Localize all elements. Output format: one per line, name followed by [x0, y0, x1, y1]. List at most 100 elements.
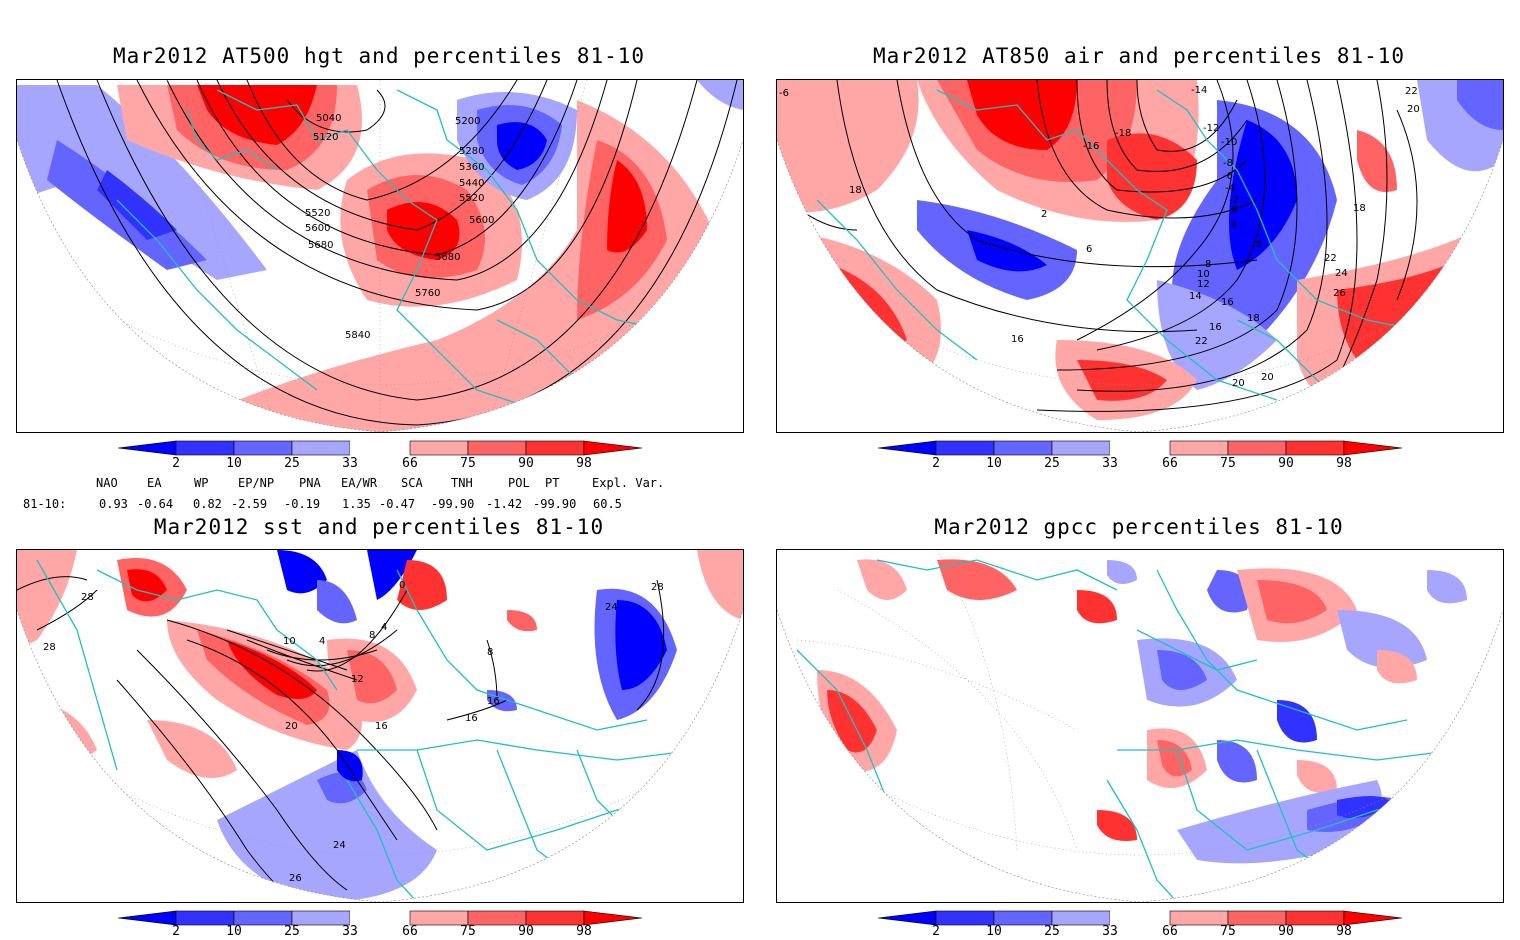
colorbar-swatch	[409, 910, 469, 926]
colorbar-swatch	[1343, 440, 1402, 456]
colorbar-swatch	[583, 440, 642, 456]
contour-label: 5680	[435, 252, 460, 263]
contour-label: 14	[1189, 291, 1202, 302]
colorbar-swatch	[175, 910, 235, 926]
contour-label: 5600	[305, 223, 330, 234]
contour-label: 28	[43, 642, 56, 653]
colorbar-tick: 25	[284, 924, 300, 939]
colorbar-swatch	[583, 910, 642, 926]
contour-label: 12	[1197, 279, 1210, 290]
contour-label: 12	[351, 674, 364, 685]
contour-label: 22	[1324, 253, 1337, 264]
contour-label: 4	[319, 636, 325, 647]
map-panel-air850: -14 -12 -10 -16 -18 -8 -6 -4 -2 0 2 4 6 …	[776, 79, 1504, 433]
colorbar-swatch	[1169, 440, 1229, 456]
colorbar-swatch	[1051, 910, 1111, 926]
contour-label: 16	[465, 713, 478, 724]
colorbar-swatches	[878, 440, 1402, 456]
colorbar-tick: 33	[1102, 924, 1118, 939]
colorbar-tick: 98	[576, 456, 592, 471]
index-name: PNA	[299, 476, 321, 490]
index-name: EA/WR	[341, 476, 378, 490]
index-value: 1.35	[342, 497, 371, 511]
colorbar-tick: 10	[986, 924, 1002, 939]
colorbar-swatch	[1110, 441, 1170, 455]
contour-label: 18	[1353, 203, 1366, 214]
colorbar-tick: 90	[518, 456, 534, 471]
contour-label: 28	[81, 592, 94, 603]
index-value: 0.82	[193, 497, 222, 511]
colorbar-tick: 2	[932, 456, 940, 471]
colorbar-swatch	[1227, 910, 1287, 926]
contour-label: -4	[1225, 183, 1235, 194]
colorbar-tick: 10	[226, 456, 242, 471]
index-value: -0.47	[379, 497, 416, 511]
contour-label: 6	[1256, 239, 1262, 250]
index-name: POL	[508, 476, 530, 490]
colorbar-tick: 98	[1336, 924, 1352, 939]
contour-label: -6	[1223, 171, 1233, 182]
map-panel-hgt500: 5040 5120 5200 5280 5360 5440 5520 5520 …	[16, 79, 744, 433]
colorbar-tick: 2	[932, 924, 940, 939]
contour-label: 5440	[459, 178, 484, 189]
colorbar-swatch	[1285, 910, 1345, 926]
contour-label: 5280	[459, 146, 484, 157]
colorbar-swatch	[118, 440, 177, 456]
index-value: 60.5	[593, 497, 622, 511]
colorbar-swatch	[233, 440, 293, 456]
contour-label: 4	[1231, 220, 1237, 231]
colorbar-swatches	[118, 910, 642, 926]
contour-label: 24	[333, 840, 346, 851]
index-value: -0.19	[284, 497, 321, 511]
index-name: SCA	[401, 476, 423, 490]
colorbar-swatch	[1169, 910, 1229, 926]
map-air850: -14 -12 -10 -16 -18 -8 -6 -4 -2 0 2 4 6 …	[777, 80, 1503, 432]
contour-label: 10	[283, 636, 296, 647]
contour-label: 16	[1221, 297, 1234, 308]
colorbar-tick: 25	[1044, 924, 1060, 939]
index-row-label: 81-10:	[23, 497, 67, 511]
map-gpcc	[777, 550, 1503, 902]
contour-label: 26	[1333, 288, 1346, 299]
index-name: EA	[147, 476, 162, 490]
contour-label: 22	[1195, 336, 1208, 347]
colorbar-swatches	[118, 440, 642, 456]
contour-label: 18	[849, 185, 862, 196]
contour-label: 5040	[316, 113, 341, 124]
contour-label: 0	[1231, 205, 1237, 216]
contour-label: 5840	[345, 330, 370, 341]
colorbar-swatch	[1343, 910, 1402, 926]
colorbar-swatch	[525, 910, 585, 926]
map-sst: 0 4 4 8 8 12 16 16 20 24 26 28 28 24 28 …	[17, 550, 743, 902]
colorbar-swatch	[525, 440, 585, 456]
colorbar-swatches	[878, 910, 1402, 926]
map-panel-gpcc	[776, 549, 1504, 903]
colorbar-tick: 33	[342, 456, 358, 471]
index-value: -0.64	[137, 497, 174, 511]
contour-label: -14	[1191, 85, 1207, 96]
index-value: 0.93	[99, 497, 128, 511]
colorbar-gpcc: 2 10 25 33 66 75 90 98	[878, 910, 1402, 940]
colorbar-tick: 66	[402, 924, 418, 939]
contour-label: 16	[487, 696, 500, 707]
colorbar-swatch	[350, 911, 410, 925]
colorbar-swatch	[935, 910, 995, 926]
contour-label: 20	[1232, 378, 1245, 389]
contour-label: 26	[289, 873, 302, 884]
contour-label: -8	[1223, 158, 1233, 169]
contour-label: 8	[487, 647, 493, 658]
contour-label: 24	[605, 602, 618, 613]
colorbar-tick: 75	[460, 456, 476, 471]
index-value: -1.42	[486, 497, 523, 511]
colorbar-tick: 10	[986, 456, 1002, 471]
map-hgt500: 5040 5120 5200 5280 5360 5440 5520 5520 …	[17, 80, 743, 432]
contour-label: 24	[1335, 268, 1348, 279]
colorbar-tick: 75	[1220, 924, 1236, 939]
colorbar-tick: 33	[1102, 456, 1118, 471]
contour-label: 22	[1405, 86, 1418, 97]
panel-title-gpcc: Mar2012 gpcc percentiles 81-10	[934, 515, 1344, 539]
colorbar-swatch	[993, 440, 1053, 456]
colorbar-tick: 66	[1162, 924, 1178, 939]
panel-title-air850: Mar2012 AT850 air and percentiles 81-10	[872, 44, 1406, 68]
contour-label: 16	[1011, 334, 1024, 345]
